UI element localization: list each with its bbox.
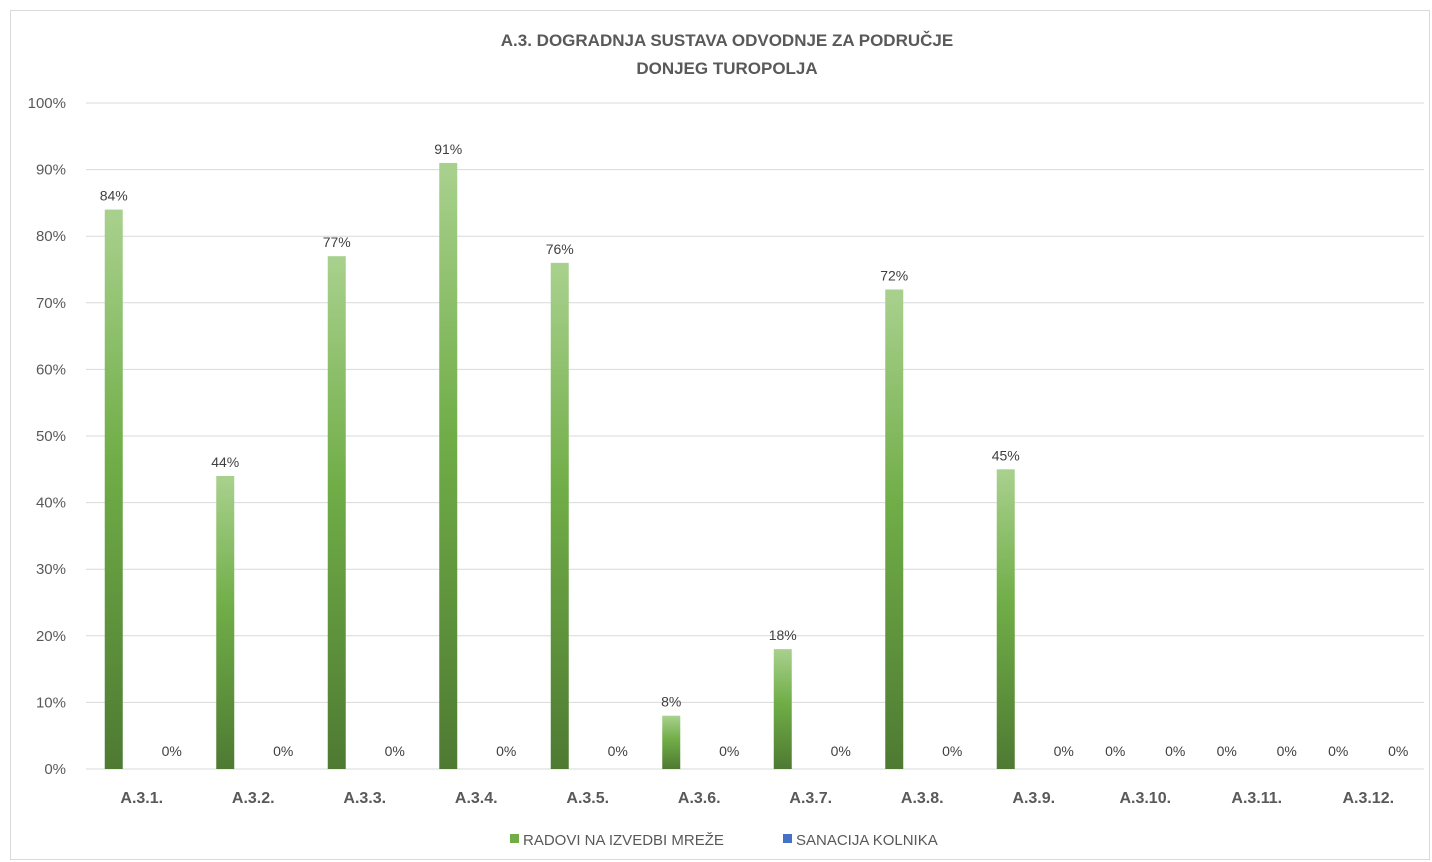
y-tick-label: 100% xyxy=(28,95,66,112)
data-label: 72% xyxy=(880,267,908,283)
x-axis-categories: A.3.1. A.3.2. A.3.3. A.3.4. A.3.5. A.3.6. A.3.… xyxy=(120,790,1394,807)
y-tick-label: 20% xyxy=(36,628,66,645)
data-label: 0% xyxy=(273,743,293,759)
data-label: 8% xyxy=(661,694,681,710)
data-label: 0% xyxy=(831,743,851,759)
bar-radovi-7 xyxy=(773,649,792,769)
bar-radovi-9 xyxy=(996,469,1015,769)
category-label: A.3.11. xyxy=(1231,790,1282,807)
y-tick-label: 10% xyxy=(36,694,66,711)
gridlines xyxy=(86,102,1424,770)
bar-radovi-1 xyxy=(104,209,123,769)
category-label: A.3.1. xyxy=(120,790,163,807)
y-tick-label: 40% xyxy=(36,495,66,512)
category-label: A.3.12. xyxy=(1342,790,1394,807)
bar-radovi-6 xyxy=(662,715,681,769)
category-label: A.3.4. xyxy=(455,790,498,807)
category-label: A.3.3. xyxy=(343,790,386,807)
category-label: A.3.10. xyxy=(1119,790,1171,807)
data-label: 18% xyxy=(769,627,797,643)
data-label: 0% xyxy=(496,743,516,759)
category-label: A.3.9. xyxy=(1012,790,1055,807)
category-label: A.3.2. xyxy=(232,790,275,807)
data-label: 0% xyxy=(1217,743,1237,759)
category-label: A.3.6. xyxy=(678,790,721,807)
data-label: 0% xyxy=(1054,743,1074,759)
data-label: 0% xyxy=(385,743,405,759)
y-axis-ticks: 0% 10% 20% 30% 40% 50% 60% 70% 80% 90% 100% xyxy=(28,95,66,778)
bar-radovi-8 xyxy=(885,289,904,769)
data-label: 0% xyxy=(719,743,739,759)
y-tick-label: 0% xyxy=(44,761,66,778)
chart-title-line-2: DONJEG TUROPOLJA xyxy=(636,59,817,78)
data-label: 0% xyxy=(162,743,182,759)
category-label: A.3.5. xyxy=(566,790,609,807)
data-label: 0% xyxy=(1388,743,1408,759)
data-labels: 84% 0% 44% 0% 77% 0% 91% 0% 76% 0% 8% 0% 18% 0% 72% 0% 4… xyxy=(100,141,1409,759)
data-label: 91% xyxy=(434,141,462,157)
data-label: 0% xyxy=(1165,743,1185,759)
data-label: 77% xyxy=(323,234,351,250)
bar-radovi-2 xyxy=(216,475,235,769)
legend-label: SANACIJA KOLNIKA xyxy=(796,832,938,849)
data-label: 0% xyxy=(1277,743,1297,759)
y-tick-label: 70% xyxy=(36,295,66,312)
y-tick-label: 30% xyxy=(36,561,66,578)
data-label: 76% xyxy=(546,241,574,257)
legend-label: RADOVI NA IZVEDBI MREŽE xyxy=(523,832,724,849)
data-label: 45% xyxy=(992,447,1020,463)
bar-radovi-3 xyxy=(327,256,346,769)
data-label: 0% xyxy=(942,743,962,759)
chart-title-line-1: A.3. DOGRADNJA SUSTAVA ODVODNJE ZA PODRU… xyxy=(501,31,953,50)
data-label: 0% xyxy=(1105,743,1125,759)
category-label: A.3.7. xyxy=(789,790,832,807)
data-label: 0% xyxy=(1328,743,1348,759)
bars xyxy=(104,162,1015,769)
bar-radovi-5 xyxy=(550,262,569,769)
y-tick-label: 60% xyxy=(36,361,66,378)
y-tick-label: 80% xyxy=(36,228,66,245)
legend: RADOVI NA IZVEDBI MREŽE SANACIJA KOLNIKA xyxy=(510,832,938,849)
data-label: 84% xyxy=(100,188,128,204)
data-label: 44% xyxy=(211,454,239,470)
bar-radovi-4 xyxy=(439,162,458,769)
legend-swatch xyxy=(783,834,792,843)
data-label: 0% xyxy=(608,743,628,759)
category-label: A.3.8. xyxy=(901,790,944,807)
chart-frame xyxy=(10,10,1430,860)
legend-swatch xyxy=(510,834,519,843)
y-tick-label: 90% xyxy=(36,162,66,179)
y-tick-label: 50% xyxy=(36,428,66,445)
